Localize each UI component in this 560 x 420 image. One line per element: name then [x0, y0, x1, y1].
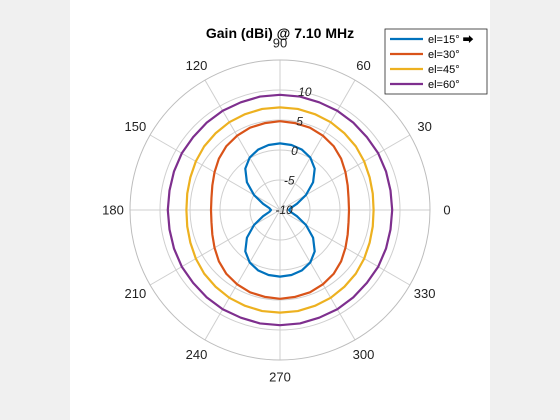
theta-gridline	[279, 209, 356, 341]
r-gridline	[159, 89, 401, 331]
theta-tick-label: 30	[417, 119, 431, 134]
theta-tick-label: 120	[186, 58, 208, 73]
theta-tick-label: 90	[273, 36, 287, 51]
series-line-1	[244, 142, 316, 278]
polar-outer-ring	[129, 59, 431, 361]
r-gridline	[189, 119, 371, 301]
legend-entry-label: el=15° ⮕	[428, 34, 474, 46]
polar-grid	[129, 59, 431, 361]
r-tick-label: -5	[284, 173, 295, 187]
legend-entry-label: el=60°	[428, 79, 460, 91]
theta-tick-label: 150	[125, 119, 147, 134]
theta-tick-label: 330	[414, 286, 436, 301]
series-line-2	[209, 120, 351, 300]
r-gridline	[219, 149, 341, 271]
theta-tick-labels: 0 30 60 90 120 150 180 210 240 270 300 330	[102, 36, 450, 385]
theta-gridline	[204, 209, 281, 341]
legend-entry-label: el=30°	[428, 49, 460, 61]
theta-gridline	[204, 79, 281, 211]
r-tick-label: 0	[291, 144, 298, 158]
legend-entry-label: el=45°	[428, 64, 460, 76]
theta-tick-label: 210	[125, 286, 147, 301]
r-tick-labels: -10 -5 0 5 10	[275, 85, 312, 217]
theta-gridline	[279, 79, 356, 211]
r-tick-label: 5	[296, 114, 303, 128]
theta-tick-label: 180	[102, 203, 124, 218]
legend: el=15° ⮕ el=30° el=45° el=60°	[384, 28, 488, 95]
theta-tick-label: 60	[356, 58, 370, 73]
r-tick-label: 10	[298, 85, 312, 99]
theta-tick-label: 0	[443, 203, 450, 218]
series-line-4	[166, 93, 394, 327]
theta-tick-label: 270	[269, 370, 291, 385]
r-tick-label: -10	[275, 203, 293, 217]
theta-tick-label: 240	[186, 347, 208, 362]
chart-title: Gain (dBi) @ 7.10 MHz	[206, 25, 354, 41]
r-gridline	[249, 179, 311, 241]
series-line-3	[185, 106, 375, 314]
theta-tick-label: 300	[353, 347, 375, 362]
series-layer	[166, 93, 394, 327]
